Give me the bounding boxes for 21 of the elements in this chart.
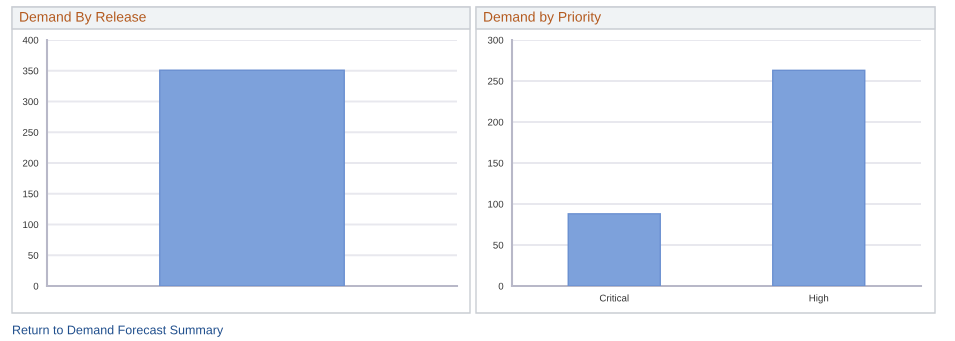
y-tick-label: 100: [23, 221, 38, 228]
y-tick-label: 250: [488, 78, 504, 85]
y-tick-label: 0: [34, 282, 38, 290]
text: Return to Demand Forecast Summary: [13, 325, 224, 337]
y-tick-label: 0: [498, 282, 504, 290]
x-tick-label: Critical: [600, 294, 628, 302]
y-tick-label: 400: [22, 36, 38, 44]
y-tick-label: 150: [488, 160, 504, 167]
y-tick-label: 250: [22, 128, 38, 136]
y-tick-label: 300: [22, 98, 38, 106]
chart-title: Demand by Priority: [484, 12, 602, 24]
y-tick-label: 300: [488, 36, 504, 44]
y-tick-label: 200: [488, 118, 504, 126]
y-tick-label: 200: [22, 160, 38, 167]
x-tick-label: High: [810, 294, 828, 304]
chart-title: Demand By Release: [20, 12, 146, 24]
y-tick-label: 100: [488, 200, 504, 208]
y-tick-label: 350: [22, 67, 38, 74]
y-tick-label: 50: [28, 252, 38, 259]
y-tick-label: 50: [493, 242, 504, 249]
y-tick-label: 150: [23, 190, 38, 198]
